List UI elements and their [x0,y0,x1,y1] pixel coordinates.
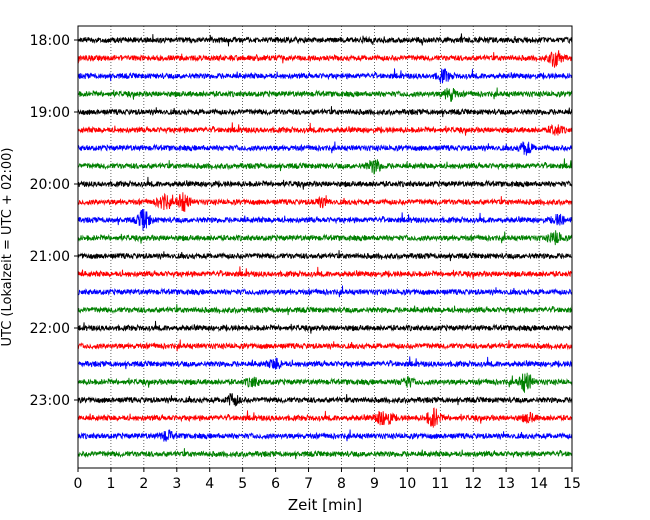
trace-2330 [77,429,573,442]
trace-1915 [77,122,573,136]
trace-1930 [77,141,573,156]
trace-2215 [77,339,573,352]
trace-2000 [77,176,573,190]
x-axis-ticks: 0 1 2 3 4 5 6 7 8 9 10 11 12 13 14 15 [74,468,581,492]
trace-2145 [77,302,573,316]
x-tick-label: 5 [238,476,247,492]
x-tick-label: 14 [530,476,548,492]
x-tick-label: 3 [172,476,181,492]
x-tick-label: 10 [398,476,416,492]
y-tick-label: 22:00 [30,321,70,337]
trace-1800 [77,33,573,47]
trace-1815 [77,50,573,68]
trace-2245 [77,372,573,393]
y-tick-label: 20:00 [30,177,70,193]
trace-2200 [77,320,573,334]
x-tick-label: 1 [106,476,115,492]
y-tick-label: 19:00 [30,105,70,121]
trace-2130 [77,285,573,298]
x-tick-label: 2 [139,476,148,492]
x-tick-label: 8 [337,476,346,492]
y-axis-label: UTC (Lokalzeit = UTC + 02:00) [0,148,15,347]
x-tick-label: 4 [205,476,214,492]
x-axis-label: Zeit [min] [288,496,362,514]
trace-1845 [77,87,573,102]
x-tick-label: 9 [370,476,379,492]
trace-2230 [77,356,573,370]
trace-2100 [77,250,573,262]
x-tick-label: 12 [464,476,482,492]
y-axis-ticks: 18:00 19:00 20:00 21:00 22:00 23:00 [30,33,78,409]
trace-2045 [77,230,573,246]
trace-1945 [77,158,573,175]
y-tick-label: 23:00 [30,393,70,409]
y-tick-label: 21:00 [30,249,70,265]
trace-group [77,33,573,460]
trace-2015 [77,192,573,212]
x-tick-label: 11 [431,476,449,492]
trace-2030 [77,208,573,231]
trace-2315 [77,407,573,428]
x-tick-label: 15 [563,476,581,492]
x-tick-label: 6 [271,476,280,492]
plot-frame [77,25,573,469]
x-tick-label: 7 [304,476,313,492]
trace-1830 [77,68,573,84]
trace-2115 [77,266,573,280]
x-tick-label: 13 [497,476,515,492]
trace-2345 [77,448,573,460]
x-tick-label: 0 [74,476,83,492]
trace-1900 [77,106,573,118]
y-tick-label: 18:00 [30,33,70,49]
trace-2300 [77,393,573,407]
